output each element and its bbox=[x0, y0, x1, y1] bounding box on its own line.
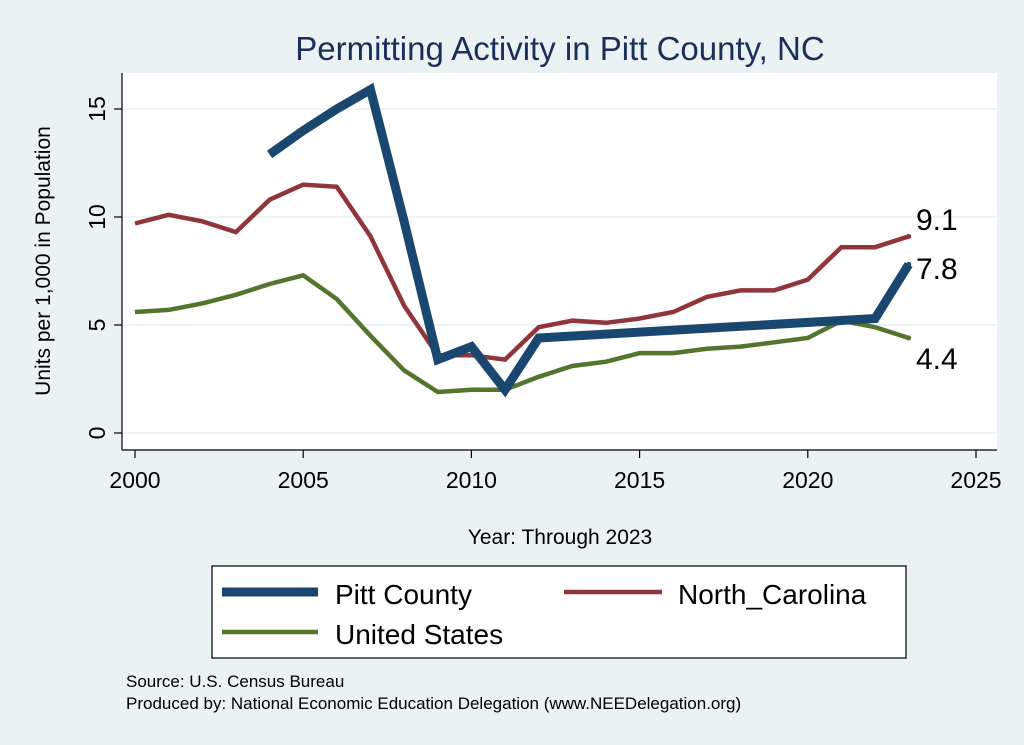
legend-label-united-states: United States bbox=[335, 619, 503, 650]
y-tick-label-15: 15 bbox=[84, 96, 110, 122]
end-label-united-states: 4.4 bbox=[916, 343, 958, 376]
source-note: Source: U.S. Census Bureau bbox=[126, 672, 344, 691]
series-line-north-carolina bbox=[134, 182, 910, 362]
y-tick-label-0: 0 bbox=[84, 427, 110, 440]
series-line-pitt-county bbox=[266, 82, 913, 398]
grid-layer bbox=[122, 108, 997, 434]
series-line-united-states bbox=[134, 272, 910, 395]
x-tick-label-2020: 2020 bbox=[782, 467, 833, 493]
y-tick-label-5: 5 bbox=[84, 319, 110, 332]
x-axis-title: Year: Through 2023 bbox=[468, 526, 653, 549]
series-end-marker-united-states bbox=[906, 335, 912, 341]
end-label-north-carolina: 7.8 bbox=[916, 253, 958, 286]
x-tick-label-2015: 2015 bbox=[614, 467, 665, 493]
producer-note: Produced by: National Economic Education… bbox=[126, 694, 741, 713]
end-label-layer: 9.1 7.8 4.4 bbox=[916, 204, 958, 376]
y-tick-label-10: 10 bbox=[84, 204, 110, 230]
chart-title: Permitting Activity in Pitt County, NC bbox=[295, 30, 824, 67]
y-axis-title: Units per 1,000 in Population bbox=[32, 126, 55, 396]
series-end-marker-pitt-county bbox=[906, 262, 912, 268]
x-tick-label-2025: 2025 bbox=[950, 467, 1001, 493]
series-end-marker-north-carolina bbox=[906, 233, 912, 239]
plot-background bbox=[122, 73, 997, 450]
x-tick-label-2000: 2000 bbox=[109, 467, 160, 493]
end-label-pitt-county: 9.1 bbox=[916, 204, 958, 237]
x-tick-label-2010: 2010 bbox=[446, 467, 497, 493]
legend-label-pitt-county: Pitt County bbox=[335, 579, 472, 610]
axis-layer: 0 5 10 15 2000 2005 2010 2015 2020 2025 bbox=[84, 73, 1002, 493]
series-layer bbox=[134, 82, 913, 398]
legend: Pitt County North_Carolina United States bbox=[211, 565, 907, 659]
legend-box bbox=[211, 565, 907, 659]
legend-label-north-carolina: North_Carolina bbox=[678, 579, 867, 610]
x-tick-label-2005: 2005 bbox=[278, 467, 329, 493]
